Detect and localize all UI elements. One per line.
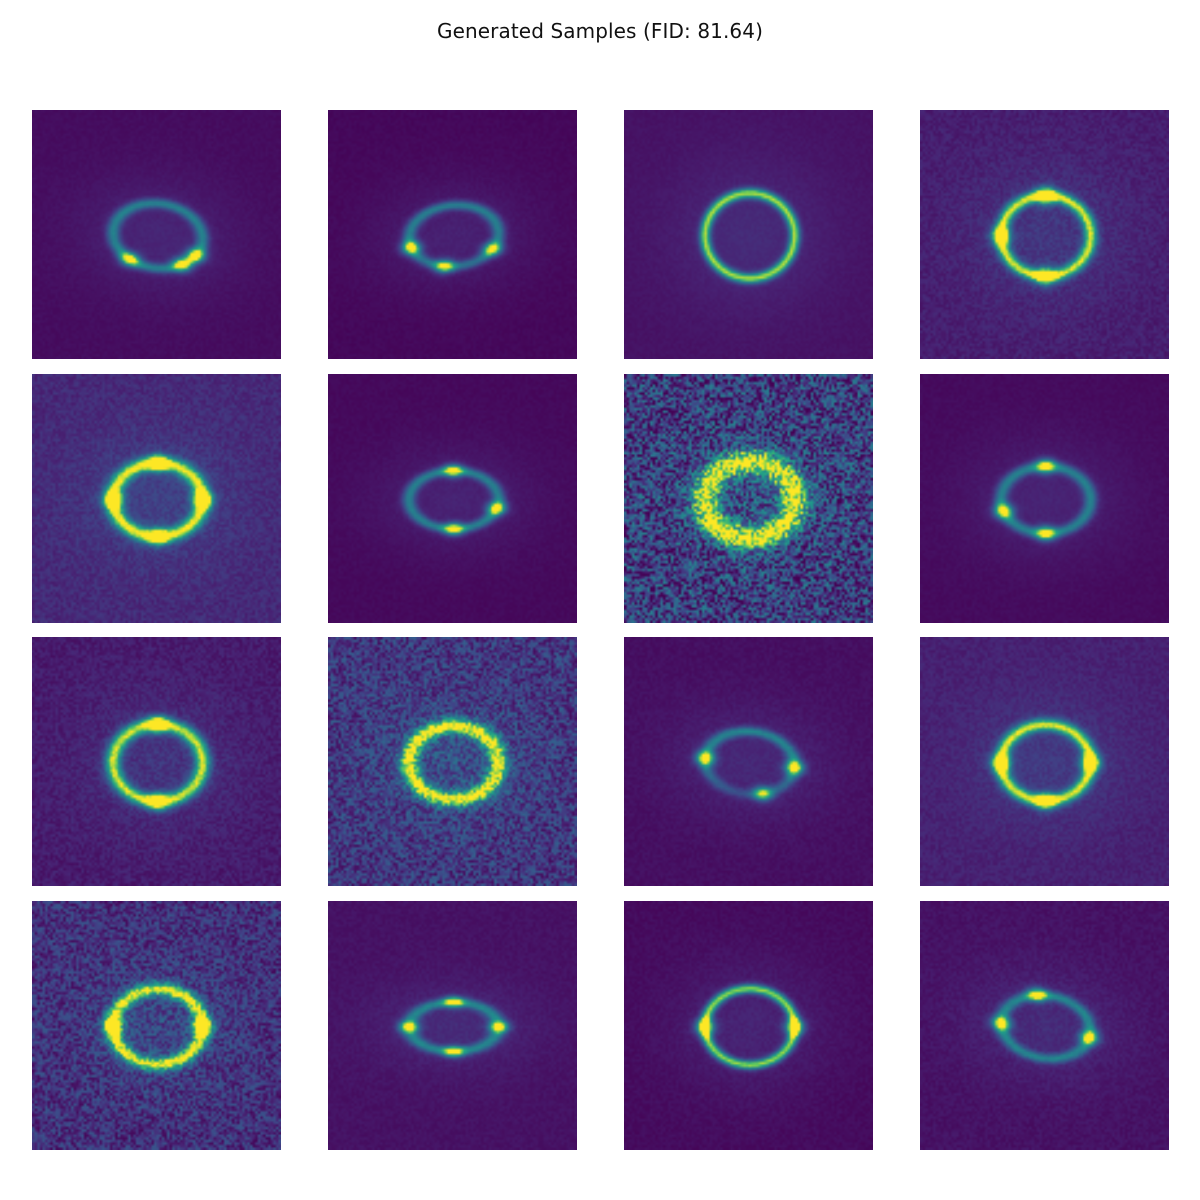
sample-image-12 xyxy=(920,637,1169,886)
sample-image-6 xyxy=(328,374,577,623)
sample-image-11 xyxy=(624,637,873,886)
sample-image-16 xyxy=(920,901,1169,1150)
sample-image-4 xyxy=(920,110,1169,359)
sample-image-7 xyxy=(624,374,873,623)
sample-image-14 xyxy=(328,901,577,1150)
sample-image-2 xyxy=(328,110,577,359)
sample-image-3 xyxy=(624,110,873,359)
sample-image-15 xyxy=(624,901,873,1150)
sample-image-8 xyxy=(920,374,1169,623)
sample-image-9 xyxy=(32,637,281,886)
figure-title: Generated Samples (FID: 81.64) xyxy=(437,19,763,43)
sample-image-10 xyxy=(328,637,577,886)
sample-image-5 xyxy=(32,374,281,623)
sample-image-1 xyxy=(32,110,281,359)
sample-image-13 xyxy=(32,901,281,1150)
